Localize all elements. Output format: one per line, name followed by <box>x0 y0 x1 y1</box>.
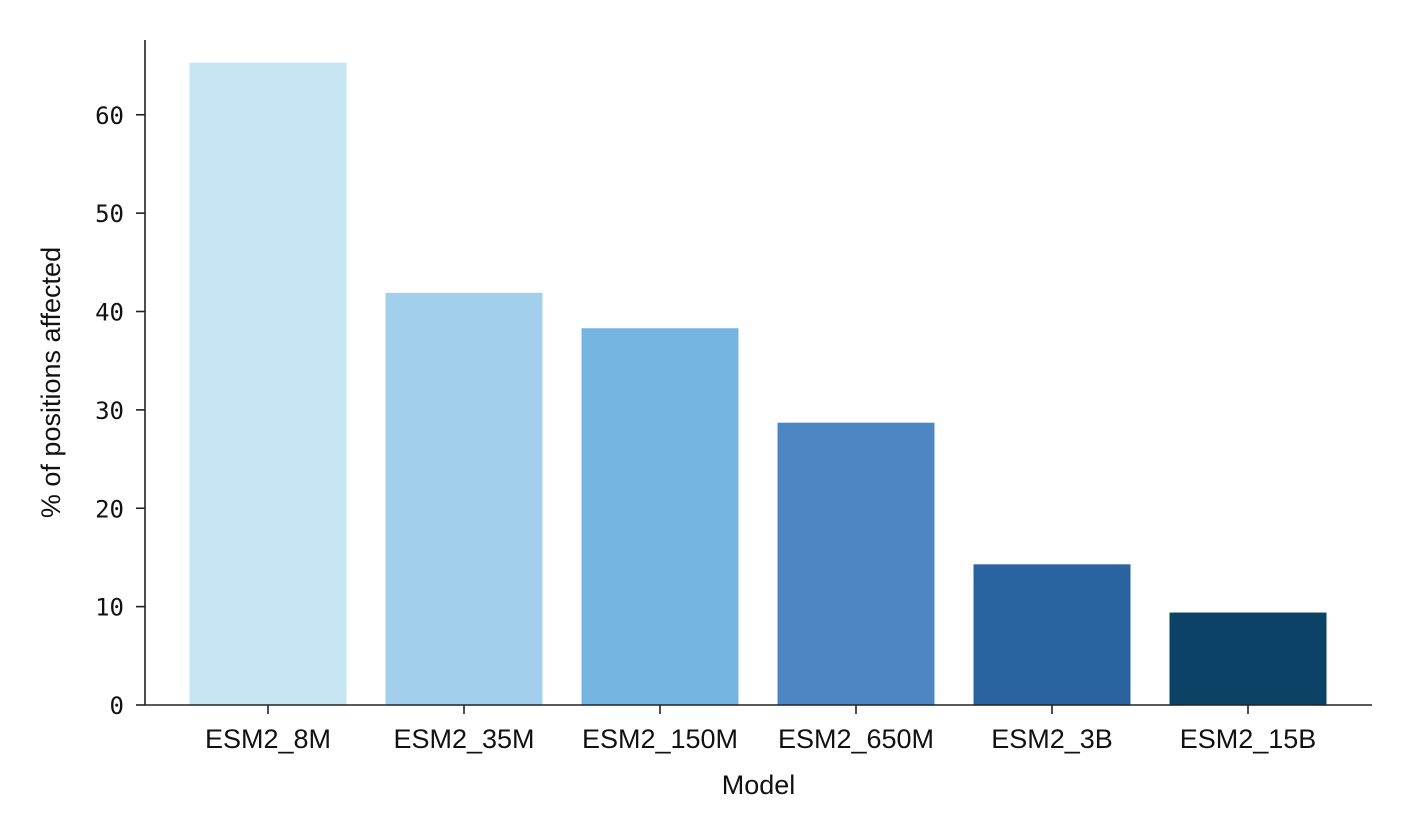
y-tick-label: 20 <box>95 495 124 523</box>
x-tick-label: ESM2_8M <box>205 724 331 754</box>
y-tick-label: 60 <box>95 102 124 130</box>
bar-esm2-35m <box>385 292 543 705</box>
x-tick-label: ESM2_35M <box>393 724 534 754</box>
y-tick-label: 40 <box>95 299 124 327</box>
x-axis-ticks: ESM2_8M ESM2_35M ESM2_150M ESM2_650M ESM2_3B… <box>205 705 1316 754</box>
x-tick-label: ESM2_3B <box>991 724 1113 754</box>
bars-group <box>189 62 1327 706</box>
y-axis-ticks: 0 10 20 30 40 50 60 <box>95 102 145 720</box>
bar-esm2-150m <box>581 328 739 705</box>
bar-esm2-15b <box>1169 612 1327 705</box>
x-tick-label: ESM2_15B <box>1180 724 1317 754</box>
x-axis-title: Model <box>722 770 796 800</box>
y-tick-label: 50 <box>95 200 124 228</box>
x-tick-label: ESM2_150M <box>582 724 738 754</box>
y-tick-label: 0 <box>110 692 124 720</box>
bar-esm2-8m <box>189 62 347 706</box>
y-tick-label: 30 <box>95 397 124 425</box>
x-tick-label: ESM2_650M <box>778 724 934 754</box>
y-axis-title: % of positions affected <box>36 247 66 518</box>
bar-esm2-3b <box>973 564 1131 705</box>
y-tick-label: 10 <box>95 594 124 622</box>
bar-esm2-650m <box>777 422 935 705</box>
